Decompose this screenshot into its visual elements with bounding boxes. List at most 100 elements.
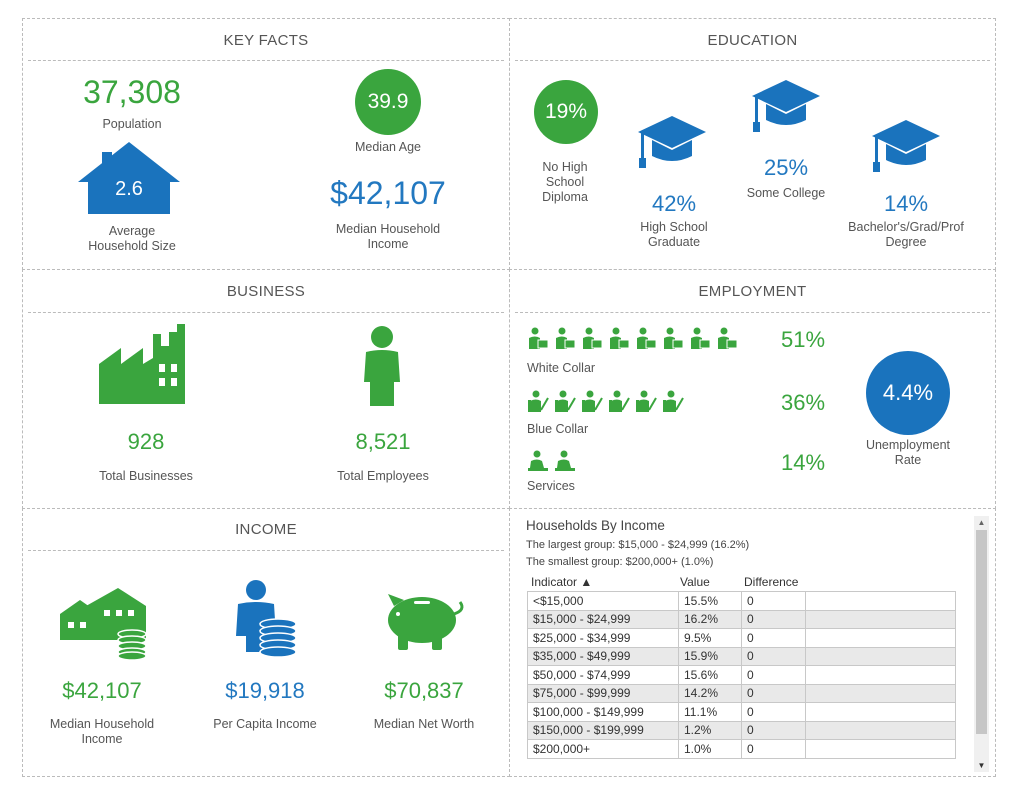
table-header-difference[interactable]: Difference xyxy=(744,575,799,589)
households-title: Households By Income xyxy=(526,518,665,533)
table-cell-value: 14.2% xyxy=(678,683,742,703)
table-cell-value: 1.0% xyxy=(678,739,742,759)
services-icons xyxy=(528,450,582,477)
table-header-value[interactable]: Value xyxy=(680,575,710,589)
table-header-indicator[interactable]: Indicator ▲ xyxy=(531,575,593,589)
total-employees-value: 8,521 xyxy=(355,429,411,454)
worker-icon xyxy=(610,327,630,349)
per-capita-income-label: Per Capita Income xyxy=(213,717,317,731)
no-high-school-value: 19% xyxy=(544,100,588,123)
worker-icon xyxy=(609,390,630,412)
population-label: Population xyxy=(102,117,162,131)
table-row[interactable]: $25,000 - $34,999 9.5% 0 xyxy=(527,628,956,648)
scrollbar[interactable]: ▲ ▼ xyxy=(974,516,989,772)
income-title: INCOME xyxy=(235,521,297,538)
table-row[interactable]: $100,000 - $149,999 11.1% 0 xyxy=(527,702,956,722)
worker-icon xyxy=(664,327,684,349)
median-net-worth-label: Median Net Worth xyxy=(373,717,475,731)
table-row[interactable]: $200,000+ 1.0% 0 xyxy=(527,739,956,759)
scroll-up-arrow[interactable]: ▲ xyxy=(977,518,986,527)
median-age-circle: 39.9 xyxy=(355,69,421,135)
table-cell-indicator: <$15,000 xyxy=(527,591,679,611)
table-cell-value: 15.6% xyxy=(678,665,742,685)
largest-group-text: The largest group: $15,000 - $24,999 (16… xyxy=(526,539,750,551)
income-median-household-label: Median Household Income xyxy=(49,717,155,746)
business-title: BUSINESS xyxy=(226,283,306,300)
key-facts-title: KEY FACTS xyxy=(223,32,309,49)
median-age-label: Median Age xyxy=(354,140,422,154)
bachelors-value: 14% xyxy=(883,191,929,216)
employment-title: EMPLOYMENT xyxy=(698,283,807,300)
household-size-label: Average Household Size xyxy=(88,224,176,253)
table-cell-indicator: $200,000+ xyxy=(527,739,679,759)
unemployment-circle: 4.4% xyxy=(866,351,950,435)
house-icon xyxy=(78,142,180,214)
worker-icon xyxy=(528,450,548,471)
unemployment-value: 4.4% xyxy=(882,380,934,405)
table-row[interactable]: $75,000 - $99,999 14.2% 0 xyxy=(527,683,956,703)
worker-icon xyxy=(636,390,657,412)
blue-collar-icons xyxy=(528,390,690,417)
table-cell-difference: 0 xyxy=(741,628,806,648)
population-value: 37,308 xyxy=(83,74,181,110)
table-cell-empty xyxy=(805,665,956,685)
household-size-value: 2.6 xyxy=(115,178,143,200)
table-cell-value: 15.5% xyxy=(678,591,742,611)
worker-icon xyxy=(556,327,576,349)
table-cell-difference: 0 xyxy=(741,665,806,685)
smallest-group-text: The smallest group: $200,000+ (1.0%) xyxy=(526,556,714,568)
some-college-label: Some College xyxy=(746,186,826,200)
factory-icon xyxy=(99,324,189,409)
table-cell-indicator: $75,000 - $99,999 xyxy=(527,683,679,703)
white-collar-label: White Collar xyxy=(527,361,596,375)
no-high-school-label: No High School Diploma xyxy=(542,160,588,204)
person-icon xyxy=(362,326,402,411)
median-household-income-label: Median Household Income xyxy=(335,222,441,251)
median-household-income-value: $42,107 xyxy=(330,175,446,211)
table-cell-value: 15.9% xyxy=(678,646,742,666)
table-cell-empty xyxy=(805,702,956,722)
per-capita-income-value: $19,918 xyxy=(225,678,305,703)
table-row[interactable]: $35,000 - $49,999 15.9% 0 xyxy=(527,646,956,666)
table-row[interactable]: $50,000 - $74,999 15.6% 0 xyxy=(527,665,956,685)
worker-icon xyxy=(582,390,603,412)
graduation-cap-icon xyxy=(638,116,706,181)
table-row[interactable]: $150,000 - $199,999 1.2% 0 xyxy=(527,720,956,740)
table-cell-indicator: $15,000 - $24,999 xyxy=(527,609,679,629)
median-net-worth-value: $70,837 xyxy=(384,678,464,703)
income-table: <$15,000 15.5% 0 $15,000 - $24,999 16.2% 0 $25… xyxy=(527,591,956,759)
total-employees-label: Total Employees xyxy=(337,469,429,483)
worker-icon xyxy=(555,390,576,412)
worker-icon xyxy=(718,327,738,349)
table-cell-difference: 0 xyxy=(741,683,806,703)
table-cell-difference: 0 xyxy=(741,646,806,666)
blue-collar-value: 36% xyxy=(780,390,826,415)
table-row[interactable]: $15,000 - $24,999 16.2% 0 xyxy=(527,609,956,629)
households-panel xyxy=(509,508,996,777)
table-cell-empty xyxy=(805,628,956,648)
table-cell-value: 16.2% xyxy=(678,609,742,629)
table-cell-empty xyxy=(805,720,956,740)
blue-collar-label: Blue Collar xyxy=(527,422,589,436)
table-cell-value: 9.5% xyxy=(678,628,742,648)
table-cell-indicator: $100,000 - $149,999 xyxy=(527,702,679,722)
worker-icon xyxy=(637,327,657,349)
services-value: 14% xyxy=(780,450,826,475)
table-cell-difference: 0 xyxy=(741,609,806,629)
education-title: EDUCATION xyxy=(707,32,798,49)
income-median-household-value: $42,107 xyxy=(62,678,142,703)
person-coins-icon xyxy=(234,580,300,665)
table-cell-indicator: $50,000 - $74,999 xyxy=(527,665,679,685)
table-row[interactable]: <$15,000 15.5% 0 xyxy=(527,591,956,611)
table-cell-difference: 0 xyxy=(741,591,806,611)
table-cell-indicator: $35,000 - $49,999 xyxy=(527,646,679,666)
unemployment-label: Unemployment Rate xyxy=(865,438,951,467)
table-cell-empty xyxy=(805,609,956,629)
table-cell-empty xyxy=(805,739,956,759)
scroll-down-arrow[interactable]: ▼ xyxy=(977,761,986,770)
services-label: Services xyxy=(527,479,575,493)
graduation-cap-icon xyxy=(752,80,820,145)
table-cell-indicator: $150,000 - $199,999 xyxy=(527,720,679,740)
scrollbar-thumb[interactable] xyxy=(976,530,987,734)
white-collar-value: 51% xyxy=(780,327,826,352)
